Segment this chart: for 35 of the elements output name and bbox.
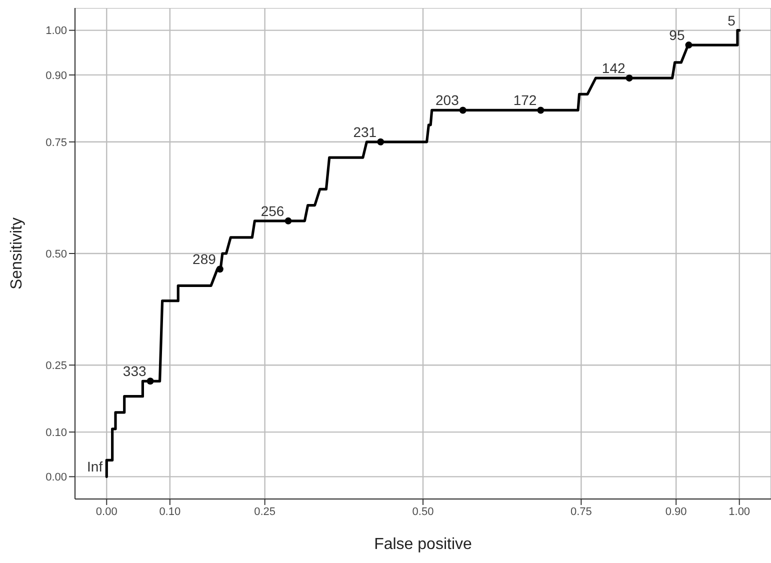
x-tick-label: 0.90 xyxy=(665,506,687,518)
annotation: 95 xyxy=(669,27,685,44)
x-tick-label: 0.50 xyxy=(412,506,434,518)
point xyxy=(284,217,292,224)
y-tick-label: 0.50 xyxy=(46,248,67,260)
annotation: Inf xyxy=(87,458,103,475)
annotation: 256 xyxy=(260,202,284,219)
x-tick-label: 0.25 xyxy=(254,506,276,518)
x-tick-label: 0.75 xyxy=(570,506,592,518)
annotation: 172 xyxy=(513,92,537,108)
x-tick-label: 1.00 xyxy=(728,506,750,518)
point xyxy=(216,266,224,273)
point xyxy=(626,74,633,82)
point xyxy=(685,42,692,49)
annotation: 289 xyxy=(192,251,216,268)
y-axis-title: Sensitivity xyxy=(8,217,26,290)
annotation: 203 xyxy=(436,92,460,108)
point xyxy=(146,378,154,385)
annotation: 5 xyxy=(728,12,736,28)
y-tick-label: 0.75 xyxy=(46,136,67,149)
x-axis-title: False positive xyxy=(374,536,472,553)
point xyxy=(459,106,466,114)
annotation: 142 xyxy=(602,60,626,76)
y-tick-label: 0.90 xyxy=(46,70,67,82)
annotation: 333 xyxy=(122,363,147,380)
line-series xyxy=(105,29,741,478)
x-tick-label: 0.10 xyxy=(159,506,181,518)
y-tick-label: 0.10 xyxy=(46,426,67,439)
annotation: 231 xyxy=(353,124,377,140)
y-tick-label: 0.00 xyxy=(46,472,67,484)
point xyxy=(377,138,384,146)
y-tick-label: 0.25 xyxy=(46,360,67,372)
x-tick-label: 0.00 xyxy=(96,506,118,518)
point xyxy=(537,106,544,114)
y-tick-label: 1.00 xyxy=(46,25,67,38)
